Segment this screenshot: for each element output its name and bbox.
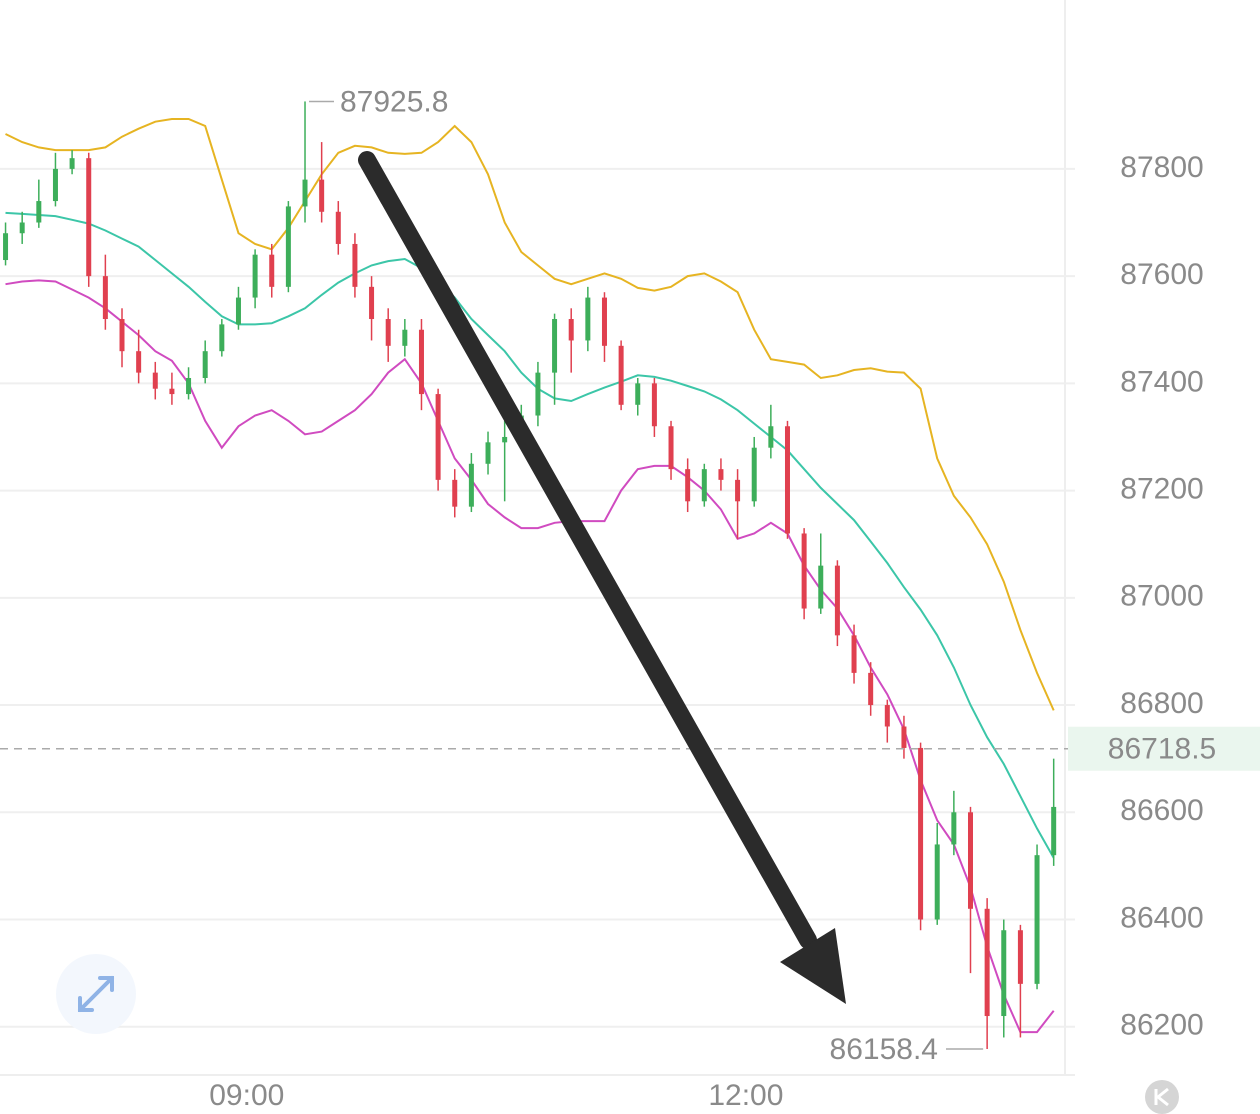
candle-body: [418, 329, 424, 395]
candle-body: [651, 383, 657, 427]
candle-body: [601, 297, 607, 346]
candle-body: [219, 324, 225, 352]
candle-body: [585, 297, 591, 341]
candle-body: [119, 319, 125, 352]
candle-body: [1034, 855, 1040, 984]
band-line: [5, 279, 1055, 1034]
candle-body: [718, 469, 724, 480]
candle-body: [934, 844, 940, 920]
candle-body: [335, 211, 341, 244]
max-label: 87925.8: [340, 85, 448, 118]
candle-body: [285, 206, 291, 287]
candle-body: [52, 168, 58, 202]
bands: [5, 118, 1055, 1034]
candle-body: [369, 286, 375, 320]
candle-body: [152, 372, 158, 389]
candle-body: [202, 351, 208, 378]
y-tick-label: 86600: [1120, 794, 1203, 827]
candle-body: [668, 426, 674, 470]
candle-body: [568, 319, 574, 341]
x-tick-label: 12:00: [708, 1079, 783, 1112]
candle-body: [385, 319, 391, 346]
candle-body: [784, 426, 790, 534]
candle-body: [951, 812, 957, 845]
y-tick-label: 87600: [1120, 258, 1203, 291]
kline-icon[interactable]: [1154, 1087, 1169, 1107]
candle-body: [235, 297, 241, 325]
candle-body: [618, 345, 624, 405]
candle-body: [319, 179, 325, 212]
candle-body: [136, 351, 142, 373]
candle-body: [19, 222, 25, 234]
candle-body: [751, 447, 757, 502]
candle-body: [818, 565, 824, 609]
candle-body: [102, 276, 108, 320]
candle-body: [485, 442, 491, 464]
candle-body: [635, 383, 641, 405]
band-line: [5, 211, 1055, 859]
y-tick-label: 87400: [1120, 365, 1203, 398]
overlay: 87925.8 86158.4 86718.5: [0, 85, 1260, 1066]
candle-body: [36, 201, 42, 223]
candle-body: [834, 565, 840, 636]
grid: 86200 86400 86600 86800 87000 87200 87400 87600…: [0, 151, 1204, 1112]
candle-body: [186, 377, 192, 395]
kline-button-bg[interactable]: [1145, 1080, 1179, 1114]
arrow-head: [780, 928, 846, 1004]
candle-body: [69, 158, 75, 169]
expand-icon[interactable]: [78, 976, 114, 1012]
candle-body: [86, 158, 92, 277]
current-price-bg: [1068, 726, 1260, 771]
candle-body: [801, 533, 807, 609]
candle-body: [535, 372, 541, 416]
min-label: 86158.4: [830, 1033, 938, 1066]
y-tick-label: 87800: [1120, 151, 1203, 184]
candle-body: [735, 479, 741, 502]
candle-body: [984, 908, 990, 1017]
y-tick-label: 86200: [1120, 1009, 1203, 1042]
candle-body: [452, 479, 458, 507]
candles: [3, 101, 1057, 1050]
candle-body: [3, 233, 9, 261]
candle-body: [868, 672, 874, 706]
candle-body: [884, 705, 890, 727]
y-tick-label: 87000: [1120, 580, 1203, 613]
candle-body: [1017, 930, 1023, 984]
y-tick-label: 86400: [1120, 901, 1203, 934]
y-tick-label: 87200: [1120, 473, 1203, 506]
candle-body: [435, 394, 441, 480]
y-tick-label: 86800: [1120, 687, 1203, 720]
candle-body: [552, 319, 558, 373]
candle-body: [768, 426, 774, 448]
expand-button[interactable]: [56, 954, 136, 1034]
current-price-label: 86718.5: [1108, 733, 1216, 766]
candle-body: [402, 329, 408, 346]
candle-body: [502, 436, 508, 443]
candle-body: [1001, 930, 1007, 1017]
candle-body: [302, 179, 308, 207]
candle-body: [352, 243, 358, 287]
candle-body: [685, 469, 691, 502]
candle-body: [967, 812, 973, 909]
candle-body: [851, 635, 857, 673]
candle-body: [1051, 806, 1057, 856]
trend-arrow: [358, 151, 846, 1004]
candle-body: [901, 726, 907, 748]
candle-body: [701, 469, 707, 502]
candle-body: [269, 254, 275, 287]
band-line: [5, 118, 1055, 711]
candle-body: [918, 747, 924, 920]
x-tick-label: 09:00: [209, 1079, 284, 1112]
candle-body: [468, 463, 474, 507]
candle-body: [169, 388, 175, 395]
candle-body: [252, 254, 258, 298]
arrow-shaft: [358, 151, 817, 949]
kline-button[interactable]: [1145, 1080, 1179, 1114]
